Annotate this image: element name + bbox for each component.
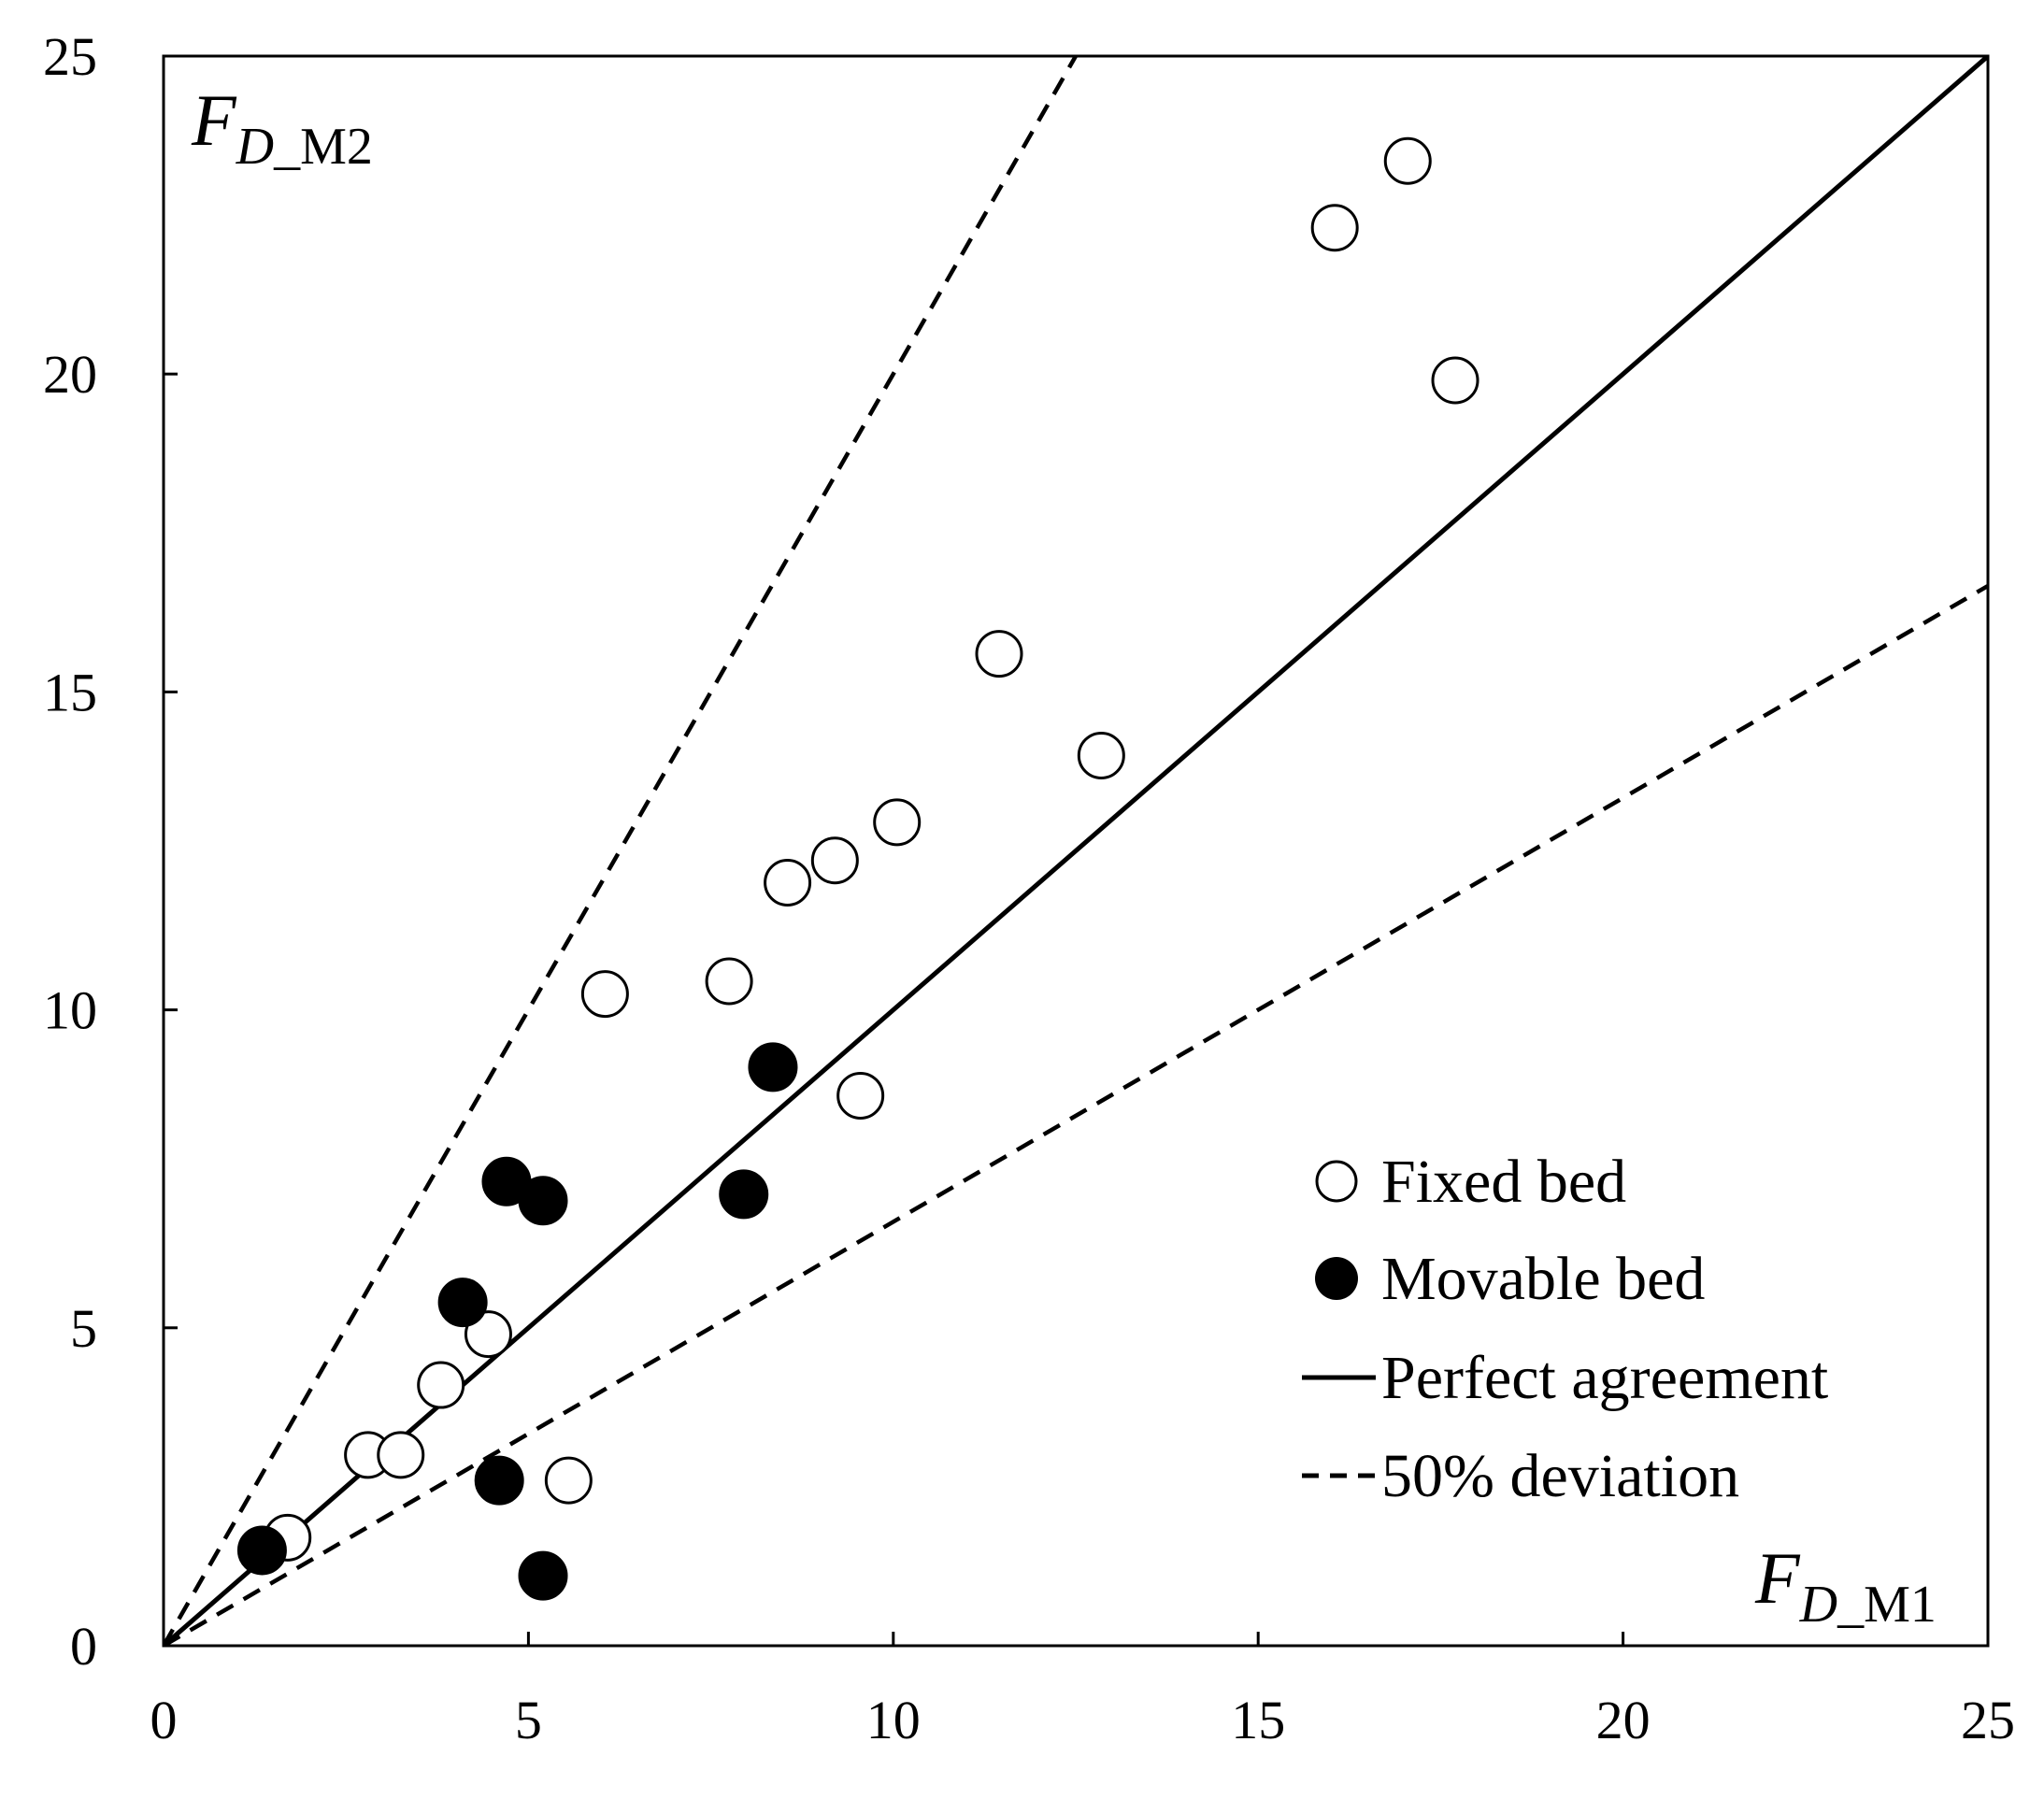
y-tick-label-5: 25	[43, 26, 97, 87]
y-axis-title-sub: _M2	[273, 118, 373, 176]
y-axis-title: FD_M2	[191, 79, 373, 176]
y-tick-label-2: 10	[43, 980, 97, 1041]
fixed-bed-point-3	[417, 1361, 465, 1409]
movable-bed-point-6	[719, 1169, 769, 1220]
x-tick-label-4: 20	[1596, 1690, 1651, 1750]
y-axis-ticks: 0 5 10 15 20 25	[43, 26, 178, 1677]
x-axis-title-sub-italic: D	[1799, 1576, 1837, 1634]
legend-perfect-agreement-label: Perfect agreement	[1381, 1344, 1828, 1412]
plot-frame	[162, 54, 1990, 1648]
legend-fixed-bed-marker	[1315, 1160, 1358, 1203]
y-tick-label-1: 5	[70, 1298, 97, 1359]
y-axis-title-sub-italic: D	[236, 118, 274, 176]
y-tick-label-3: 15	[43, 662, 97, 722]
fixed-bed-point-15	[1383, 136, 1432, 185]
fixed-bed-point-9	[810, 836, 859, 885]
x-axis-title: FD_M1	[1754, 1537, 1937, 1634]
fixed-bed-point-11	[873, 798, 922, 847]
x-tick-label-1: 5	[515, 1690, 542, 1750]
x-tick-label-2: 10	[866, 1690, 921, 1750]
movable-bed-point-2	[474, 1455, 524, 1506]
x-axis-ticks: 0 5 10 15 20 25	[150, 1632, 2015, 1750]
y-axis-title-main: F	[191, 79, 237, 161]
fixed-bed-point-5	[544, 1456, 593, 1505]
fixed-bed-point-7	[705, 957, 753, 1006]
perfect-agreement-line	[164, 56, 1988, 1646]
legend-movable-bed-label: Movable bed	[1381, 1245, 1705, 1313]
deviation-line-2	[164, 583, 1988, 1646]
legend-fixed-bed-label: Fixed bed	[1381, 1148, 1626, 1216]
fixed-bed-point-10	[836, 1071, 885, 1120]
legend: Fixed bed Movable bed Perfect agreement …	[1302, 1148, 1828, 1510]
fixed-bed-point-2	[377, 1431, 425, 1479]
fixed-bed-point-13	[1077, 731, 1125, 779]
movable-bed-point-0	[236, 1525, 287, 1576]
legend-deviation-label: 50% deviation	[1381, 1442, 1739, 1510]
y-tick-label-0: 0	[70, 1616, 97, 1677]
x-tick-label-5: 25	[1961, 1690, 2015, 1750]
y-tick-label-4: 20	[43, 344, 97, 405]
data-points	[236, 136, 1479, 1601]
x-axis-title-sub: _M1	[1837, 1576, 1937, 1634]
x-axis-title-main: F	[1754, 1537, 1801, 1619]
fixed-bed-point-6	[580, 970, 629, 1019]
x-tick-label-0: 0	[150, 1690, 178, 1750]
movable-bed-point-5	[518, 1550, 568, 1601]
movable-bed-point-7	[748, 1042, 798, 1092]
reference-lines	[164, 56, 1988, 1646]
x-tick-label-3: 15	[1231, 1690, 1285, 1750]
movable-bed-point-4	[518, 1176, 568, 1226]
movable-bed-point-1	[437, 1278, 488, 1328]
fixed-bed-point-12	[975, 630, 1023, 678]
fixed-bed-point-14	[1310, 204, 1359, 252]
fixed-bed-point-8	[764, 859, 812, 907]
fixed-bed-point-16	[1431, 356, 1479, 405]
fixed-bed-point-4	[464, 1310, 512, 1359]
legend-movable-bed-marker	[1315, 1257, 1358, 1300]
